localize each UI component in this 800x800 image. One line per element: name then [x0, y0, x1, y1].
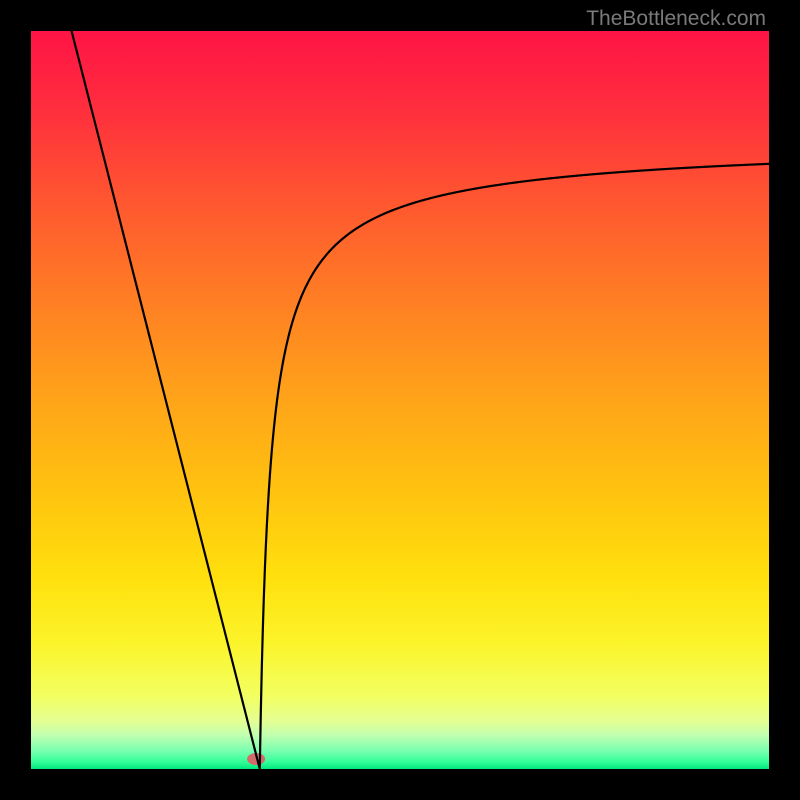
- chart-stage: TheBottleneck.com: [0, 0, 800, 800]
- curve-layer: [31, 31, 769, 769]
- watermark-text: TheBottleneck.com: [586, 7, 766, 31]
- plot-area: [31, 31, 769, 769]
- bottleneck-curve: [72, 31, 769, 769]
